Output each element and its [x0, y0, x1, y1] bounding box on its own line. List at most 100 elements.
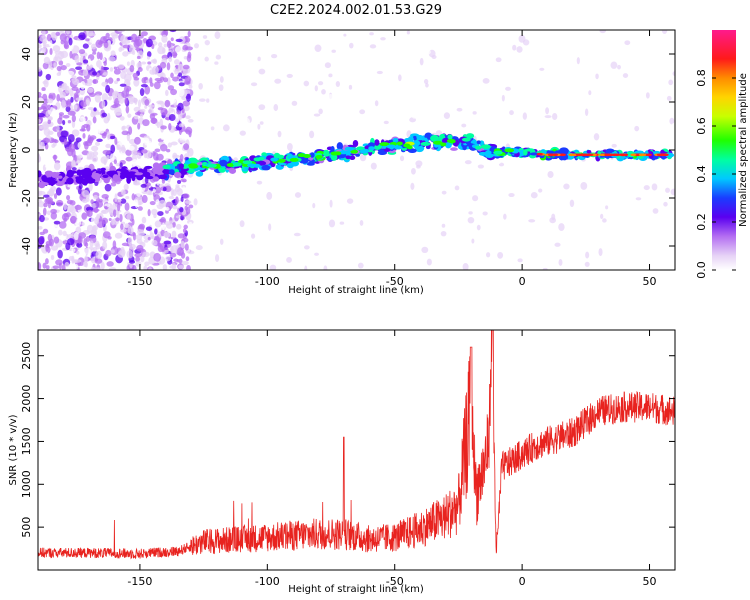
- spectrogram-noise-cell: [108, 191, 114, 201]
- spectrogram-noise-cell: [101, 112, 108, 118]
- spectrogram-noise-cell: [534, 31, 542, 38]
- spectrogram-noise-cell: [97, 127, 105, 134]
- spectrogram-noise-cell: [96, 138, 103, 142]
- spectrogram-noise-cell: [134, 199, 139, 208]
- spectrogram-ridge-blob: [344, 146, 354, 151]
- spectrogram-ridge-blob: [253, 157, 262, 162]
- spectrogram-noise-cell: [93, 194, 99, 200]
- spectrogram-noise-cell: [136, 152, 142, 159]
- spectrogram-noise-cell: [195, 245, 203, 251]
- spectrogram-noise-cell: [184, 76, 189, 82]
- spectrogram-noise-cell: [182, 100, 191, 107]
- spectrogram-noise-cell: [178, 140, 186, 144]
- spectrogram-noise-cell: [47, 116, 53, 121]
- spectrogram-noise-cell: [441, 190, 447, 195]
- spectrogram-noise-cell: [486, 252, 491, 258]
- spectrogram-noise-cell: [158, 218, 166, 223]
- spectrogram-noise-cell: [168, 195, 175, 200]
- spectrogram-noise-cell: [100, 156, 108, 164]
- spectrogram-noise-cell: [62, 114, 70, 119]
- spectrogram-noise-cell: [75, 97, 84, 101]
- spectrogram-noise-cell: [128, 260, 136, 264]
- spectrogram-noise-cell: [65, 106, 71, 113]
- spectrogram-noise-cell: [140, 183, 147, 188]
- spectrogram-noise-cell: [54, 56, 62, 62]
- spectrogram-noise-cell: [125, 149, 132, 156]
- spectrogram-noise-cell: [76, 62, 83, 66]
- spectrogram-noise-cell: [95, 39, 103, 49]
- spectrogram-noise-cell: [169, 220, 174, 224]
- spectrogram-noise-cell: [110, 50, 116, 57]
- spectrogram-ridge-blob: [440, 142, 447, 147]
- spectrogram-noise-cell: [530, 192, 538, 199]
- spectrogram-noise-cell: [38, 44, 42, 49]
- spectrogram-noise-cell: [152, 188, 156, 193]
- spectrogram-noise-cell: [42, 62, 49, 70]
- spectrogram-noise-cell: [176, 110, 181, 115]
- spectrogram-panel: -150 -100 -50 0 50 -40 -20 0 20 40 Height of stra…: [8, 29, 676, 296]
- spectrogram-noise-cell: [168, 113, 176, 122]
- spectrogram-noise-cell: [166, 148, 171, 153]
- spectrogram-ridge-cell: [54, 178, 65, 187]
- spectrogram-noise-cell: [271, 54, 278, 59]
- spectrogram-noise-cell: [87, 134, 92, 143]
- spectrogram-noise-cell: [157, 211, 164, 217]
- spectrogram-noise-cell: [46, 33, 52, 42]
- spectrogram-noise-cell: [141, 216, 147, 224]
- spectrogram-noise-cell: [148, 267, 152, 270]
- spectrogram-noise-cell: [588, 90, 592, 96]
- spectrogram-noise-cell: [622, 73, 629, 78]
- spectrogram-noise-cell: [145, 226, 153, 231]
- spectrogram-noise-cell: [43, 44, 47, 53]
- spectrogram-noise-cell: [104, 166, 110, 172]
- spectrogram-noise-cell: [107, 77, 114, 84]
- spectrogram-noise-cell: [44, 164, 53, 169]
- spectrogram-noise-cell: [187, 250, 195, 255]
- spectrogram-noise-cell: [482, 211, 488, 216]
- spectrogram-noise-cell: [65, 85, 70, 94]
- spectrogram-noise-cell: [116, 202, 121, 212]
- spectrogram-ridge-cell: [339, 153, 346, 159]
- spectrogram-noise-cell: [94, 94, 102, 103]
- spectrogram-ridge-blob: [330, 151, 339, 156]
- spectrogram-noise-cell: [277, 130, 282, 138]
- spectrogram-noise-cell: [359, 220, 364, 226]
- spectrogram-ticks: -150 -100 -50 0 50 -40 -20 0 20 40: [20, 30, 675, 288]
- spectrogram-noise-cell: [182, 64, 190, 70]
- spectrogram-noise-cell: [304, 265, 308, 270]
- spectrogram-noise-cell: [170, 245, 174, 254]
- spectrogram-noise-cell: [611, 143, 617, 148]
- spectrogram-noise-cell: [206, 98, 210, 103]
- spectrogram-noise-cell: [133, 77, 140, 81]
- spectrogram-noise-cell: [159, 143, 168, 152]
- spectrogram-noise-cell: [152, 67, 156, 75]
- spectrogram-noise-cell: [126, 250, 134, 259]
- spectrogram-noise-cell: [295, 237, 299, 244]
- spectrogram-noise-cell: [468, 211, 473, 215]
- spectrogram-noise-cell: [50, 245, 59, 251]
- spectrogram-noise-cell: [81, 212, 88, 220]
- spectrogram-noise-cell: [105, 154, 110, 160]
- spectrogram-noise-cell: [149, 200, 156, 206]
- spectrogram-noise-cell: [63, 40, 69, 49]
- spectrogram-ridge-cell: [91, 172, 101, 180]
- spectrogram-noise-cell: [49, 48, 53, 55]
- spectrogram-noise-cell: [399, 155, 405, 162]
- spectrogram-noise-cell: [61, 213, 70, 221]
- spectrogram-noise-cell: [357, 262, 364, 269]
- spectrogram-peak-cell: [568, 153, 575, 157]
- spectrogram-noise-cell: [51, 143, 56, 148]
- spectrogram-noise-cell: [335, 81, 341, 87]
- spectrogram-noise-cell: [93, 107, 97, 112]
- spectrogram-noise-cell: [651, 183, 658, 191]
- spectrogram-noise-cell: [128, 243, 136, 250]
- spectrogram-noise-cell: [156, 100, 164, 105]
- spectrogram-noise-cell: [124, 223, 130, 229]
- spectrogram-noise-cell: [178, 72, 183, 77]
- spectrogram-noise-cell: [172, 76, 179, 82]
- spectrogram-noise-cell: [56, 94, 61, 102]
- spectrogram-noise-cell: [118, 47, 123, 52]
- spectrogram-noise-cell: [154, 148, 161, 153]
- spectrogram-noise-cell: [286, 73, 293, 78]
- spectrogram-noise-cell: [96, 51, 101, 60]
